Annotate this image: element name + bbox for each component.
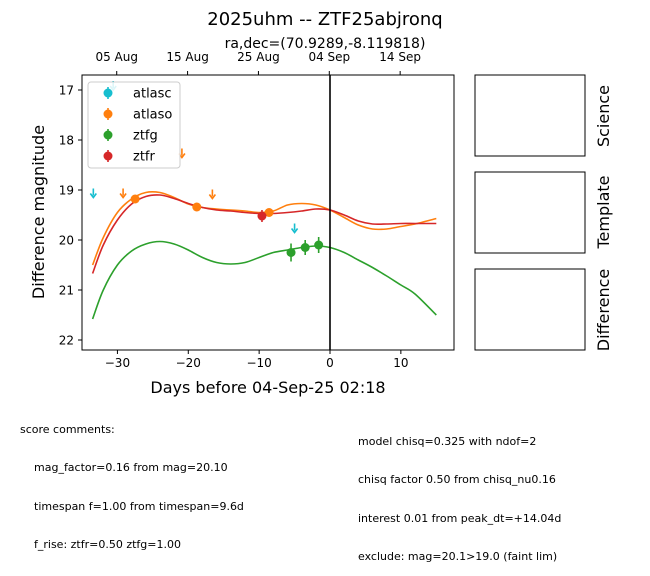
figure: 2025uhm -- ZTF25abjronq ra,dec=(70.9289,… [29,9,613,397]
legend-label-atlasc: atlasc [133,87,172,102]
x-tick-label: −10 [246,356,271,370]
score-comments-right: model chisq=0.325 with ndof=2 chisq fact… [358,410,561,576]
science-image-panel [474,74,586,157]
model-curve-atlaso [91,190,437,266]
legend-marker-atlaso [103,109,113,119]
template-image-panel [474,171,586,254]
difference-panel-label: Difference [594,269,613,351]
x-tick-label: 0 [326,356,334,370]
data-point-atlaso [264,208,274,217]
top-date-tick-label: 05 Aug [95,50,138,64]
template-panel-label: Template [594,175,613,249]
science-panel-label: Science [594,85,613,147]
upper-limit-arrow-atlasc [89,188,97,199]
comment-line: mag_factor=0.16 from mag=20.10 [34,461,228,475]
upper-limit-head [208,194,217,200]
comment-line: exclude: mag=20.1>19.0 (faint lim) [358,549,558,563]
upper-limit-head [290,228,299,234]
x-tick-label: −20 [176,356,201,370]
y-tick-label: 18 [59,134,74,148]
model-curve-ztfr [91,194,437,274]
data-point-ztfg [286,248,296,257]
light-curve-plot: −30 −20 −10 0 10 17 18 19 20 21 22 05 Aug 15 Aug 25 A… [59,50,455,370]
model-curve-ztfg [91,240,437,320]
y-tick-label: 22 [59,334,74,348]
y-tick-label: 17 [59,84,74,98]
comment-line: f_rise: ztfr=0.50 ztfg=1.00 [34,537,181,551]
legend-label-atlaso: atlaso [133,108,172,123]
plot-frame [81,74,455,351]
legend: atlasc atlaso ztfg ztfr [87,81,181,169]
upper-limit-arrow-atlasc [290,223,299,234]
top-date-tick-label: 04 Sep [308,50,350,64]
upper-limit-arrow-atlaso [119,188,127,199]
data-point-atlaso [130,194,140,204]
upper-limit-head [119,193,127,199]
x-tick-label: −30 [105,356,130,370]
y-tick-label: 19 [59,184,74,198]
data-point-atlaso [192,202,202,212]
comment-line: interest 0.01 from peak_dt=+14.04d [358,511,562,525]
comment-line: model chisq=0.325 with ndof=2 [358,435,537,448]
comment-line: timespan f=1.00 from timespan=9.6d [34,499,244,513]
legend-marker-ztfg [103,130,113,140]
legend-label-ztfr: ztfr [133,150,155,165]
top-date-tick-label: 25 Aug [237,50,280,64]
score-comments-left: score comments: mag_factor=0.16 from mag… [20,398,244,564]
legend-frame [87,81,181,169]
y-tick-label: 20 [59,234,74,248]
comment-line: chisq factor 0.50 from chisq_nu0.16 [358,473,556,487]
y-axis-label: Difference magnitude [29,125,48,299]
y-tick-label: 21 [59,284,74,298]
data-point-ztfg [314,240,324,250]
figure-title: 2025uhm -- ZTF25abjronq [207,9,443,30]
legend-marker-atlasc [103,88,113,98]
difference-image-panel [474,268,586,351]
x-tick-label: 10 [393,356,408,370]
figure-subtitle: ra,dec=(70.9289,-8.119818) [225,36,426,52]
comments-header: score comments: [20,423,115,436]
top-date-tick-label: 14 Sep [379,50,421,64]
x-axis-label: Days before 04-Sep-25 02:18 [150,378,385,397]
upper-limit-head [89,193,97,199]
data-point-ztfg [300,243,310,252]
upper-limit-arrow-atlaso [208,189,217,200]
legend-label-ztfg: ztfg [133,129,158,144]
legend-marker-ztfr [103,151,113,161]
data-point-ztfr [257,211,267,221]
top-date-tick-label: 15 Aug [166,50,209,64]
